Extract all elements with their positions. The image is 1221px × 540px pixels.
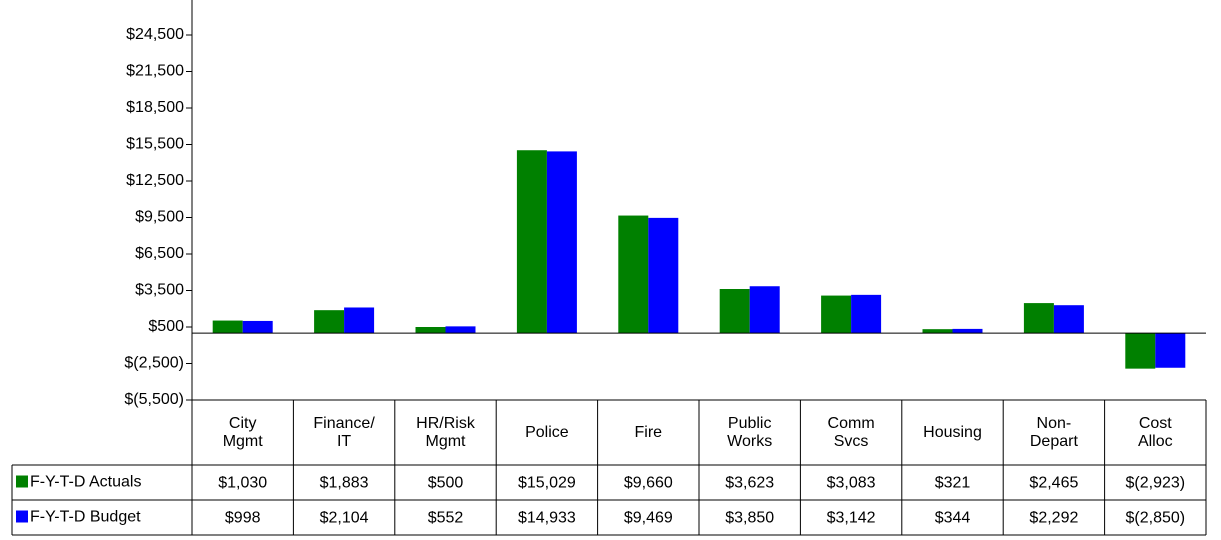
value-label: $2,465	[1029, 475, 1078, 492]
y-tick-label: $(2,500)	[124, 355, 184, 372]
category-label: Housing	[923, 424, 982, 441]
legend-label: F-Y-T-D Actuals	[30, 474, 141, 491]
value-label: $344	[935, 510, 971, 527]
bar	[1023, 303, 1054, 334]
category-label: Non-Depart	[1030, 415, 1079, 450]
bar	[1125, 333, 1156, 369]
y-tick-label: $500	[148, 318, 184, 335]
bar	[344, 307, 375, 334]
bar	[851, 294, 882, 334]
value-label: $9,469	[624, 510, 673, 527]
y-tick-label: $12,500	[126, 172, 184, 189]
bar	[719, 289, 750, 334]
value-label: $(2,850)	[1126, 510, 1186, 527]
legend-swatch	[16, 475, 28, 488]
bar	[922, 329, 953, 334]
y-tick-label: $15,500	[126, 136, 184, 153]
value-label: $321	[935, 475, 971, 492]
value-label: $998	[225, 510, 261, 527]
value-label: $3,083	[827, 475, 876, 492]
value-label: $3,850	[725, 510, 774, 527]
y-tick-label: $6,500	[135, 245, 184, 262]
bar	[952, 328, 983, 334]
category-label: Public Works	[727, 415, 772, 450]
bar	[648, 217, 679, 334]
value-label: $2,292	[1029, 510, 1078, 527]
category-label: Finance/IT	[313, 415, 375, 450]
bar	[1053, 305, 1084, 334]
value-label: $9,660	[624, 475, 673, 492]
bar	[212, 320, 243, 334]
value-label: $14,933	[518, 510, 576, 527]
bar	[242, 320, 273, 334]
value-label: $500	[428, 475, 464, 492]
bar	[415, 327, 446, 334]
bar	[516, 150, 547, 334]
y-tick-label: $18,500	[126, 99, 184, 116]
y-tick-label: $21,500	[126, 63, 184, 80]
category-label: Police	[525, 424, 569, 441]
bar	[1155, 333, 1186, 368]
value-label: $3,623	[725, 475, 774, 492]
value-label: $552	[428, 510, 464, 527]
value-label: $1,883	[320, 475, 369, 492]
bar	[821, 295, 852, 334]
bar	[749, 286, 780, 334]
category-label: Comm Svcs	[828, 415, 875, 450]
value-label: $1,030	[218, 475, 267, 492]
category-label: Cost Alloc	[1138, 415, 1173, 450]
bar	[546, 151, 577, 334]
value-label: $2,104	[320, 510, 369, 527]
bar	[618, 215, 649, 334]
category-label: City Mgmt	[223, 415, 264, 450]
value-label: $15,029	[518, 475, 576, 492]
value-label: $(2,923)	[1126, 475, 1186, 492]
value-label: $3,142	[827, 510, 876, 527]
y-tick-label: $24,500	[126, 26, 184, 43]
bar	[445, 326, 476, 334]
bar	[314, 310, 345, 334]
legend-label: F-Y-T-D Budget	[30, 509, 141, 526]
category-label: Fire	[635, 424, 663, 441]
y-tick-label: $(5,500)	[124, 391, 184, 408]
y-tick-label: $3,500	[135, 282, 184, 299]
y-tick-label: $9,500	[135, 209, 184, 226]
category-label: HR/Risk Mgmt	[416, 415, 476, 450]
legend-swatch	[16, 510, 28, 523]
